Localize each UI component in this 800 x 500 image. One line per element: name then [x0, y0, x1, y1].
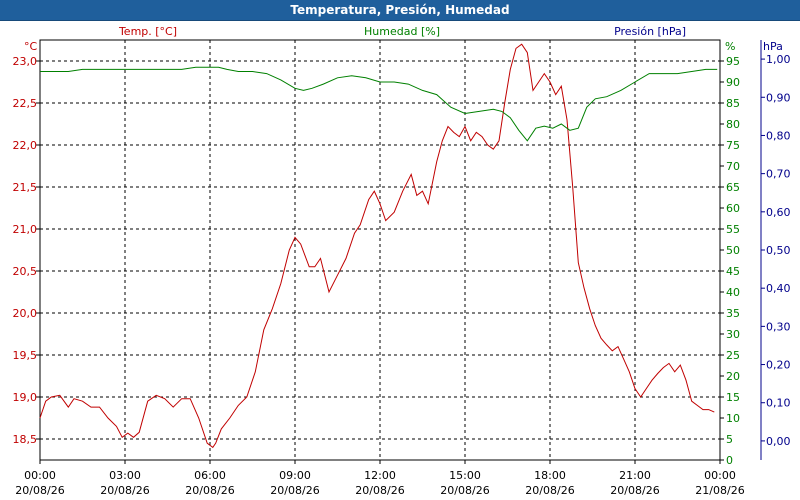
- humidity-tick-label: 90: [726, 76, 740, 89]
- humidity-tick-label: 20: [726, 370, 740, 383]
- humidity-series-line: [40, 66, 718, 142]
- humidity-tick-label: 30: [726, 328, 740, 341]
- temperature-unit: °C: [24, 40, 38, 53]
- x-tick-date: 20/08/26: [355, 484, 404, 497]
- humidity-tick-label: 85: [726, 97, 740, 110]
- x-tick-date: 20/08/26: [15, 484, 64, 497]
- pressure-tick-label: 1,00: [766, 53, 791, 66]
- series-lines: [39, 43, 718, 449]
- x-tick-date: 20/08/26: [100, 484, 149, 497]
- temperature-tick-label: 23,0: [13, 55, 38, 68]
- humidity-tick-label: 45: [726, 265, 740, 278]
- humidity-tick-label: 55: [726, 223, 740, 236]
- temperature-tick-label: 21,0: [13, 223, 38, 236]
- temperature-tick-label: 21,5: [13, 181, 38, 194]
- pressure-tick-label: 0,20: [766, 359, 791, 372]
- x-tick-time: 00:00: [24, 469, 56, 482]
- pressure-tick-label: 0,70: [766, 168, 791, 181]
- x-tick-time: 12:00: [364, 469, 396, 482]
- temperature-tick-label: 20,5: [13, 265, 38, 278]
- temperature-tick-label: 20,0: [13, 307, 38, 320]
- humidity-tick-label: 25: [726, 349, 740, 362]
- temperature-tick-label: 22,5: [13, 97, 38, 110]
- humidity-tick-label: 40: [726, 286, 740, 299]
- chart-title: Temperatura, Presión, Humedad: [290, 3, 510, 17]
- humidity-axis-label: Humedad [%]: [364, 25, 440, 38]
- x-tick-time: 09:00: [279, 469, 311, 482]
- pressure-tick-label: 0,00: [766, 435, 791, 448]
- x-tick-time: 15:00: [449, 469, 481, 482]
- x-tick-date: 20/08/26: [525, 484, 574, 497]
- humidity-tick-label: 0: [726, 454, 733, 467]
- humidity-tick-label: 5: [726, 433, 733, 446]
- humidity-tick-label: 75: [726, 139, 740, 152]
- pressure-tick-label: 0,50: [766, 244, 791, 257]
- chart-title-bar: Temperatura, Presión, Humedad: [0, 0, 800, 21]
- humidity-unit: %: [725, 40, 735, 53]
- pressure-tick-label: 0,80: [766, 129, 791, 142]
- temperature-axis-label: Temp. [°C]: [118, 25, 177, 38]
- pressure-tick-label: 0,60: [766, 206, 791, 219]
- x-tick-date: 20/08/26: [440, 484, 489, 497]
- temperature-series-line: [39, 43, 715, 449]
- x-tick-time: 21:00: [619, 469, 651, 482]
- humidity-axis: 0 5 10 15 20 25 30 35 40 45 50 55 60 65 70 75 80 85 90 95: [719, 40, 740, 467]
- x-tick-date: 20/08/26: [270, 484, 319, 497]
- x-tick-date: 21/08/26: [695, 484, 744, 497]
- pressure-tick-label: 0,10: [766, 397, 791, 410]
- humidity-tick-label: 50: [726, 244, 740, 257]
- temperature-axis: 18,5 19,0 19,5 20,0 20,5 21,0 21,5 22,0 22,5 23,0: [13, 55, 40, 446]
- pressure-axis: 0,00 0,10 0,20 0,30 0,40 0,50 0,60 0,70 0,80 0,90…: [760, 40, 791, 460]
- pressure-tick-label: 0,90: [766, 91, 791, 104]
- humidity-tick-label: 70: [726, 160, 740, 173]
- x-tick-time: 03:00: [109, 469, 141, 482]
- x-tick-time: 18:00: [534, 469, 566, 482]
- x-tick-time: 00:00: [704, 469, 736, 482]
- x-tick-date: 20/08/26: [185, 484, 234, 497]
- pressure-tick-label: 0,40: [766, 282, 791, 295]
- humidity-tick-label: 95: [726, 55, 740, 68]
- x-tick-date: 20/08/26: [610, 484, 659, 497]
- pressure-axis-label: Presión [hPa]: [614, 25, 686, 38]
- pressure-unit: hPa: [763, 40, 783, 53]
- humidity-tick-label: 65: [726, 181, 740, 194]
- humidity-tick-label: 15: [726, 391, 740, 404]
- temperature-tick-label: 19,0: [13, 391, 38, 404]
- x-axis: 00:00 20/08/26 03:00 20/08/26 06:00 20/08/26 0…: [15, 460, 745, 497]
- grid-lines: [40, 40, 720, 460]
- pressure-tick-label: 0,30: [766, 320, 791, 333]
- humidity-tick-label: 10: [726, 412, 740, 425]
- humidity-tick-label: 60: [726, 202, 740, 215]
- temperature-tick-label: 19,5: [13, 349, 38, 362]
- humidity-tick-label: 80: [726, 118, 740, 131]
- humidity-tick-label: 35: [726, 307, 740, 320]
- x-tick-time: 06:00: [194, 469, 226, 482]
- temperature-tick-label: 18,5: [13, 433, 38, 446]
- temperature-tick-label: 22,0: [13, 139, 38, 152]
